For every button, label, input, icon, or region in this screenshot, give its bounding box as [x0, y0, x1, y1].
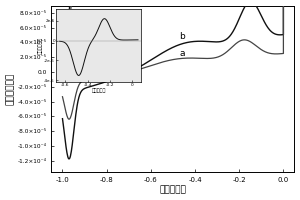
Y-axis label: 电流（安培）: 电流（安培）	[6, 73, 15, 105]
Text: b: b	[180, 32, 185, 41]
X-axis label: 电位（伏）: 电位（伏）	[160, 185, 186, 194]
Text: a: a	[180, 49, 185, 58]
